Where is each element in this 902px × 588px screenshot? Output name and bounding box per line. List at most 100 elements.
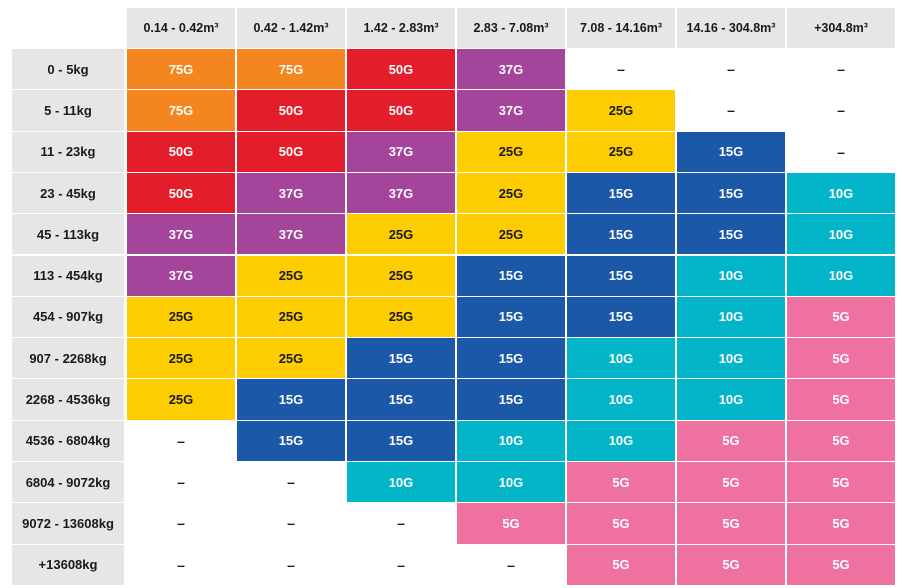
gauge-cell: 5G — [787, 296, 895, 338]
gauge-cell: 10G — [677, 296, 785, 338]
gauge-cell: 25G — [237, 296, 345, 338]
gauge-cell: 50G — [237, 90, 345, 131]
row-header: 9072 - 13608kg — [12, 503, 124, 544]
gauge-cell: 15G — [347, 420, 455, 461]
gauge-cell: 15G — [347, 338, 455, 379]
row-header: 2268 - 4536kg — [12, 379, 124, 420]
gauge-cell: 25G — [567, 131, 675, 172]
gauge-cell: 10G — [567, 379, 675, 420]
gauge-cell: 50G — [127, 172, 235, 214]
gauge-cell: 5G — [787, 420, 895, 461]
gauge-cell: 50G — [127, 131, 235, 172]
empty-cell: – — [787, 49, 895, 90]
gauge-cell: 50G — [237, 131, 345, 172]
gauge-cell: 15G — [567, 296, 675, 338]
gauge-cell: 10G — [677, 338, 785, 379]
row-header: 23 - 45kg — [12, 172, 124, 214]
gauge-cell: 5G — [787, 379, 895, 420]
empty-cell: – — [677, 49, 785, 90]
gauge-cell: 5G — [677, 420, 785, 461]
gauge-cell: 10G — [457, 420, 565, 461]
gauge-cell: 25G — [457, 131, 565, 172]
gauge-cell: 37G — [347, 131, 455, 172]
gauge-cell: 5G — [787, 338, 895, 379]
gauge-cell: 15G — [677, 214, 785, 255]
gauge-cell: 50G — [347, 90, 455, 131]
column-header: 2.83 - 7.08m³ — [457, 8, 565, 48]
gauge-cell: 5G — [567, 544, 675, 585]
gauge-cell: 15G — [677, 172, 785, 214]
gauge-cell: 5G — [677, 503, 785, 544]
column-header: 0.42 - 1.42m³ — [237, 8, 345, 48]
gauge-cell: 5G — [567, 503, 675, 544]
empty-cell: – — [787, 90, 895, 131]
gauge-cell: 37G — [237, 172, 345, 214]
gauge-cell: 37G — [127, 255, 235, 296]
gauge-cell: 10G — [677, 379, 785, 420]
gauge-cell: 5G — [787, 503, 895, 544]
gauge-cell: 25G — [127, 338, 235, 379]
gauge-cell: 25G — [127, 379, 235, 420]
gauge-cell: 15G — [567, 255, 675, 296]
gauge-cell: 15G — [457, 255, 565, 296]
gauge-cell: 25G — [347, 214, 455, 255]
empty-cell: – — [567, 49, 675, 90]
row-header: 454 - 907kg — [12, 296, 124, 338]
gauge-cell: 37G — [457, 49, 565, 90]
gauge-cell: 10G — [787, 172, 895, 214]
gauge-cell: 15G — [237, 379, 345, 420]
gauge-cell: 10G — [567, 338, 675, 379]
gauge-cell: 15G — [457, 296, 565, 338]
gauge-cell: 15G — [567, 172, 675, 214]
gauge-cell: 10G — [677, 255, 785, 296]
gauge-cell: 5G — [677, 544, 785, 585]
gauge-cell: 75G — [127, 49, 235, 90]
gauge-cell: 5G — [457, 503, 565, 544]
gauge-cell: 37G — [457, 90, 565, 131]
row-header: 907 - 2268kg — [12, 338, 124, 379]
empty-cell: – — [787, 131, 895, 172]
column-header: 7.08 - 14.16m³ — [567, 8, 675, 48]
gauge-cell: 15G — [457, 338, 565, 379]
gauge-cell: 25G — [457, 214, 565, 255]
empty-cell: – — [677, 90, 785, 131]
gauge-cell: 25G — [567, 90, 675, 131]
row-header: 6804 - 9072kg — [12, 462, 124, 503]
row-header: 4536 - 6804kg — [12, 420, 124, 461]
gauge-cell: 15G — [237, 420, 345, 461]
row-header: 113 - 454kg — [12, 255, 124, 296]
gauge-cell: 10G — [787, 255, 895, 296]
gauge-cell: 5G — [787, 462, 895, 503]
row-header: 5 - 11kg — [12, 90, 124, 131]
gauge-cell: 37G — [347, 172, 455, 214]
empty-cell: – — [237, 462, 345, 503]
gauge-cell: 15G — [567, 214, 675, 255]
gauge-cell: 25G — [347, 296, 455, 338]
gauge-cell: 37G — [127, 214, 235, 255]
empty-cell: – — [127, 462, 235, 503]
empty-cell: – — [237, 544, 345, 585]
gauge-cell: 5G — [677, 462, 785, 503]
gauge-cell: 25G — [237, 338, 345, 379]
column-header: 14.16 - 304.8m³ — [677, 8, 785, 48]
empty-cell: – — [347, 503, 455, 544]
empty-cell: – — [127, 420, 235, 461]
gauge-cell: 25G — [457, 172, 565, 214]
row-header: 11 - 23kg — [12, 131, 124, 172]
empty-cell: – — [347, 544, 455, 585]
row-header: 45 - 113kg — [12, 214, 124, 255]
gauge-cell: 10G — [457, 462, 565, 503]
empty-cell: – — [237, 503, 345, 544]
gauge-cell: 75G — [237, 49, 345, 90]
gauge-cell: 10G — [347, 462, 455, 503]
gauge-cell: 15G — [677, 131, 785, 172]
column-header: 1.42 - 2.83m³ — [347, 8, 455, 48]
gauge-cell: 5G — [787, 544, 895, 585]
gauge-cell: 10G — [787, 214, 895, 255]
column-header: 0.14 - 0.42m³ — [127, 8, 235, 48]
gauge-cell: 10G — [567, 420, 675, 461]
row-header: +13608kg — [12, 544, 124, 585]
gauge-cell: 15G — [347, 379, 455, 420]
column-header: +304.8m³ — [787, 8, 895, 48]
